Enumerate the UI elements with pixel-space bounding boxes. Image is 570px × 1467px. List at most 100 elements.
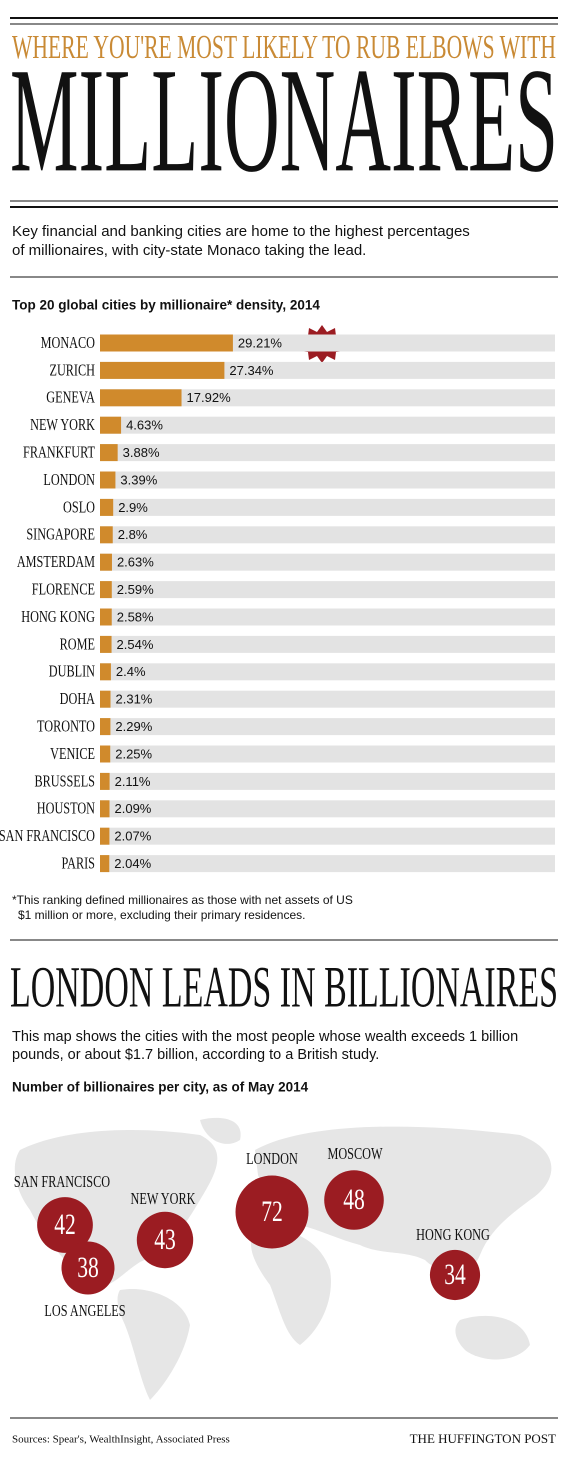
footnote: *This ranking defined millionaires as th… (12, 893, 353, 907)
value-label: 2.25% (115, 746, 152, 761)
category-label: DUBLIN (49, 663, 95, 681)
category-label: LONDON (43, 471, 95, 489)
bar-track (100, 581, 555, 599)
section-title: LONDON LEADS IN BILLIONAIRES (10, 954, 558, 1019)
bubble-value: 42 (54, 1207, 76, 1240)
category-label: FLORENCE (32, 581, 95, 599)
bar (100, 690, 111, 708)
description: of millionaires, with city-state Monaco … (12, 242, 366, 259)
bubble-value: 38 (77, 1250, 99, 1283)
value-label: 2.07% (114, 829, 151, 844)
bar-track (100, 772, 555, 790)
category-label: HOUSTON (37, 800, 95, 818)
bubble (136, 1211, 194, 1269)
bar-track (100, 608, 555, 626)
category-label: FRANKFURT (23, 444, 95, 462)
category-label: NEW YORK (30, 416, 95, 434)
bar (100, 444, 118, 462)
value-label: 2.4% (116, 664, 146, 679)
value-label: 2.54% (117, 637, 154, 652)
description: pounds, or about $1.7 billion, according… (12, 1047, 379, 1063)
chart-title: Number of billionaires per city, as of M… (12, 1080, 309, 1095)
category-label: TORONTO (37, 718, 95, 736)
bubble (37, 1197, 93, 1253)
bubble-value: 34 (444, 1257, 466, 1290)
value-label: 2.29% (115, 719, 152, 734)
bar-track (100, 498, 555, 516)
bar (100, 608, 112, 626)
bar-track (100, 635, 555, 653)
bar (100, 718, 111, 736)
bubble (235, 1175, 309, 1249)
bubble (324, 1170, 384, 1230)
city-label: LONDON (246, 1150, 298, 1168)
bubble-value: 72 (261, 1194, 283, 1227)
bar-track (100, 800, 555, 818)
bar (100, 526, 113, 544)
bar (100, 745, 111, 763)
bar-track (100, 718, 555, 736)
value-label: 27.34% (229, 363, 274, 378)
bar-track (100, 855, 555, 873)
value-label: 2.04% (114, 856, 151, 871)
bubble (61, 1241, 115, 1295)
category-label: OSLO (63, 499, 95, 517)
bar-track (100, 471, 555, 489)
bar-track (100, 416, 555, 434)
category-label: SAN FRANCISCO (0, 827, 95, 845)
city-label: MOSCOW (327, 1145, 382, 1163)
bar (100, 471, 116, 489)
value-label: 2.63% (117, 555, 154, 570)
category-label: ROME (60, 636, 95, 654)
bubble-value: 43 (154, 1222, 176, 1255)
value-label: 2.59% (117, 582, 154, 597)
city-label: HONG KONG (416, 1226, 490, 1244)
bar-track (100, 663, 555, 681)
bar (100, 800, 110, 818)
city-label: NEW YORK (131, 1190, 196, 1208)
bubble-value: 48 (343, 1182, 365, 1215)
value-label: 29.21% (238, 335, 283, 350)
footnote: $1 million or more, excluding their prim… (18, 908, 305, 922)
bar (100, 772, 110, 790)
category-label: DOHA (60, 690, 96, 708)
value-label: 2.9% (118, 500, 148, 515)
bar (100, 389, 182, 407)
bubble (429, 1249, 481, 1301)
value-label: 4.63% (126, 418, 163, 433)
bar-track (100, 745, 555, 763)
bar (100, 855, 110, 873)
value-label: 17.92% (187, 390, 232, 405)
value-label: 2.8% (118, 527, 148, 542)
bar-track (100, 690, 555, 708)
value-label: 2.58% (117, 609, 154, 624)
value-label: 3.88% (123, 445, 160, 460)
value-label: 3.39% (120, 472, 157, 487)
city-label: LOS ANGELES (44, 1302, 125, 1320)
bar-track (100, 553, 555, 571)
bar (100, 635, 112, 653)
bar (100, 663, 111, 681)
bar (100, 553, 112, 571)
category-label: PARIS (61, 855, 95, 873)
bar (100, 361, 225, 379)
bar-track (100, 827, 555, 845)
category-label: HONG KONG (21, 608, 95, 626)
bar (100, 581, 112, 599)
main-title: MILLIONAIRES (10, 37, 558, 203)
bar (100, 498, 114, 516)
category-label: BRUSSELS (35, 773, 95, 791)
value-label: 2.31% (116, 692, 153, 707)
source: Sources: Spear's, WealthInsight, Associa… (12, 1434, 230, 1446)
city-label: SAN FRANCISCO (14, 1173, 110, 1191)
category-label: AMSTERDAM (17, 553, 95, 571)
description: This map shows the cities with the most … (12, 1029, 518, 1045)
category-label: ZURICH (49, 362, 95, 380)
value-label: 2.11% (115, 774, 151, 789)
bar-track (100, 389, 555, 407)
bar (100, 416, 122, 434)
bar (100, 334, 233, 352)
chart-title: Top 20 global cities by millionaire* den… (12, 298, 320, 313)
description: Key financial and banking cities are hom… (12, 223, 470, 240)
